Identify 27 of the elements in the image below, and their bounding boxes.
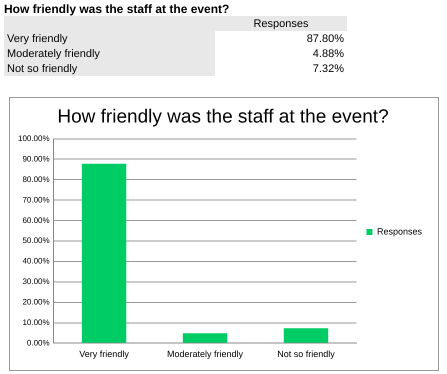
y-tick-label: 40.00% — [22, 256, 50, 266]
bar — [182, 333, 228, 343]
y-tick-label: 60.00% — [22, 216, 50, 225]
text: 4.88% — [312, 46, 345, 61]
y-tick-label: 50.00% — [22, 236, 50, 246]
text: Very friendly — [4, 31, 215, 46]
text: Responses — [215, 16, 347, 31]
x-tick-label: Not so friendly — [277, 349, 336, 360]
y-tick-label: 100.00% — [18, 134, 50, 144]
y-tick-label: 30.00% — [22, 277, 50, 286]
y-tick-label: 90.00% — [22, 154, 50, 164]
y-tick-label: 70.00% — [22, 195, 50, 204]
y-tick-label: 10.00% — [22, 318, 50, 327]
x-tick-label: Very friendly — [79, 349, 130, 360]
text: Not so friendly — [4, 61, 215, 76]
y-tick-label: 0.00% — [26, 338, 50, 348]
text: 7.32% — [312, 62, 345, 76]
x-tick-label: Moderately friendly — [167, 349, 244, 360]
y-tick-label: 80.00% — [22, 174, 50, 184]
text: How friendly was the staff at the event? — [4, 2, 230, 16]
bar — [284, 328, 328, 343]
chart-title: How friendly was the staff at the event? — [57, 106, 389, 128]
text: 87.80% — [306, 32, 345, 46]
y-tick-label: 20.00% — [22, 298, 50, 307]
text: Moderately friendly — [4, 46, 215, 61]
legend-label: Responses — [376, 226, 422, 236]
bar — [82, 164, 126, 343]
